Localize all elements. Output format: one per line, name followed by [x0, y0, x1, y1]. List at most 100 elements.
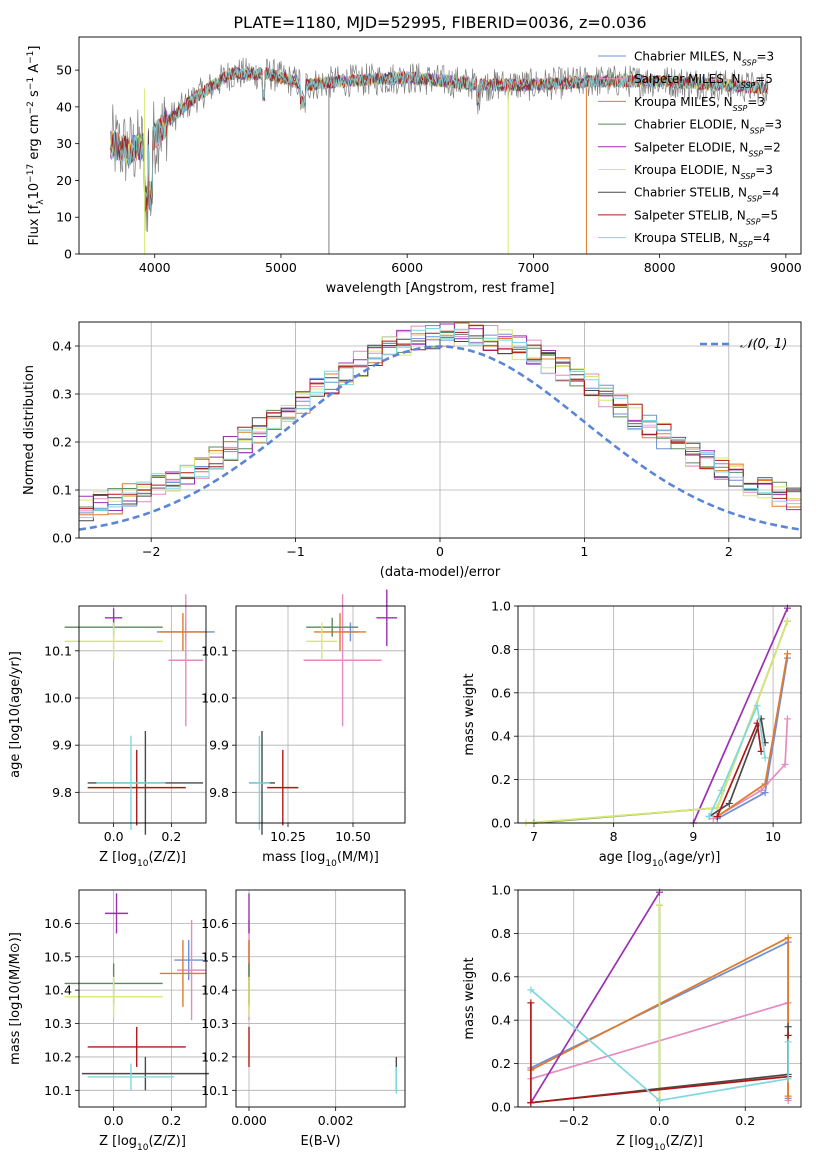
- age_vs_Z-ytick-label: 9.8: [52, 785, 72, 800]
- spectrum-ytick-label: 0: [64, 247, 72, 262]
- residual-legend: 𝒩(0, 1): [700, 337, 787, 352]
- massweight_vs_age-ylabel: mass weight: [462, 673, 477, 755]
- label-part: =5: [760, 208, 778, 222]
- label-part: =3: [747, 95, 765, 109]
- mass_vs_Z-ytick-label: 10.3: [44, 1016, 72, 1031]
- label-part: Chabrier STELIB, N: [634, 186, 747, 200]
- massweight_vs_Z-ytick-label: 0.8: [491, 926, 511, 941]
- label-part: =3: [756, 50, 774, 64]
- age_vs_Z-xtick-label: 0.2: [161, 829, 181, 844]
- residual-histograms: [78, 322, 802, 531]
- mass_vs_Z-points: [64, 893, 209, 1091]
- label-part: SSP: [733, 103, 748, 112]
- spectrum-legend-label: Salpeter ELODIE, NSSP=2: [634, 140, 781, 158]
- massweight_vs_age-ytick-label: 0.6: [491, 685, 511, 700]
- label-part: −1: [26, 51, 36, 64]
- mass_vs_Z-xlabel: Z [log10(Z/Z)]: [99, 1134, 186, 1153]
- spectrum-legend-label: Chabrier STELIB, NSSP=4: [634, 186, 779, 204]
- label-part: Z [log: [99, 1134, 137, 1149]
- age_vs_Z-ylabel: age [log10(age/yr)]: [8, 651, 23, 778]
- mass_vs_ebv-ticks: 0.000 0.002 10.1 10.2 10.3 10.4 10.5 10.6: [201, 916, 353, 1128]
- spectrum-lines: [110, 57, 769, 254]
- mass_vs_Z-xtick-label: 0.0: [104, 1113, 124, 1128]
- label-part: Kroupa MILES, N: [634, 95, 733, 109]
- age_vs_mass-xlabel: mass [log10(M/M)]: [262, 850, 379, 869]
- massweight_vs_age-ytick-label: 0.0: [491, 816, 511, 831]
- label-part: Salpeter MILES, N: [634, 72, 741, 86]
- mass_vs_ebv-xtick-label: 0.000: [231, 1113, 267, 1128]
- residuals-ticks: −2 −1 0 1 2 0.0 0.1 0.2 0.3 0.4: [52, 339, 733, 560]
- spectrum-xtick-label: 9000: [770, 260, 802, 275]
- massweight_vs_Z-ticks: −0.2 0.0 0.2 0.0 0.2 0.4 0.6 0.8 1.0: [491, 883, 755, 1129]
- mass_vs_ebv-ytick-label: 10.4: [201, 983, 229, 998]
- label-part: =5: [755, 72, 773, 86]
- residual-legend-label: 𝒩(0, 1): [740, 337, 787, 352]
- massweight_vs_Z-xtick-label: −0.2: [559, 1113, 589, 1128]
- spectrum-frame: [78, 36, 802, 255]
- label-part: age [log: [599, 850, 652, 865]
- massweight_vs_age-ytick-label: 1.0: [491, 599, 511, 614]
- massweight_vs_Z-ytick-label: 0.6: [491, 969, 511, 984]
- age_vs_mass-points: [249, 589, 398, 835]
- label-part: λ: [36, 199, 46, 205]
- spectrum-xtick-label: 8000: [644, 260, 676, 275]
- spectrum-xlabel: wavelength [Angstrom, rest frame]: [326, 281, 555, 296]
- spectrum-xtick-label: 4000: [139, 260, 171, 275]
- mass_vs_Z-frame: [78, 889, 207, 1108]
- mass_vs_ebv-ytick-label: 10.1: [201, 1083, 229, 1098]
- residuals-ytick-label: 0.1: [52, 483, 72, 498]
- massweight_vs_age-line-4: [692, 607, 789, 824]
- spectrum-legend-label: Chabrier MILES, NSSP=3: [634, 50, 774, 68]
- label-part: 10: [654, 1143, 666, 1153]
- residuals-xlabel: (data-model)/error: [380, 565, 501, 580]
- spectrum-ytick-label: 10: [56, 210, 72, 225]
- age_vs_mass-frame: [235, 605, 406, 824]
- age_vs_mass-ytick-label: 9.8: [209, 785, 229, 800]
- residual-panel: −2 −1 0 1 2 0.0 0.1 0.2 0.3 0.4 (data-model)/error…: [22, 321, 802, 580]
- label-part: Kroupa ELODIE, N: [634, 163, 741, 177]
- spectrum-legend-label: Salpeter MILES, NSSP=5: [634, 72, 773, 90]
- massweight_vs_Z-xlabel: Z [log10(Z/Z)]: [616, 1134, 703, 1153]
- spectrum-model-7: [110, 67, 769, 211]
- mass_vs_Z-ylabel: mass [log10(M/M⊙)]: [8, 932, 23, 1065]
- massweight_vs_Z-xtick-label: 0.2: [735, 1113, 755, 1128]
- age_vs_mass-ytick-label: 10.1: [201, 643, 229, 658]
- label-part: 10: [137, 859, 149, 869]
- label-part: =4: [753, 231, 771, 245]
- massweight-vs-z-panel: −0.2 0.0 0.2 0.0 0.2 0.4 0.6 0.8 1.0 Z [log10(Z/Z…: [462, 883, 802, 1153]
- age_vs_Z-ytick-label: 10.1: [44, 643, 72, 658]
- mass_vs_Z-ticks: 0.0 0.2 10.1 10.2 10.3 10.4 10.5 10.6: [44, 916, 181, 1128]
- massweight_vs_age-line-1: [712, 718, 789, 820]
- label-part: 10: [652, 859, 664, 869]
- mass_vs_Z-ytick-label: 10.1: [44, 1083, 72, 1098]
- age_vs_Z-points: [64, 594, 215, 835]
- label-part: A: [27, 64, 42, 77]
- mass_vs_Z-ytick-label: 10.2: [44, 1049, 72, 1064]
- massweight_vs_age-xtick-label: 10: [765, 829, 781, 844]
- label-part: Salpeter STELIB, N: [634, 208, 746, 222]
- massweight_vs_Z-line-8: [530, 989, 789, 1102]
- massweight_vs_age-ytick-label: 0.2: [491, 772, 511, 787]
- label-part: s: [27, 90, 42, 101]
- mass_vs_Z-ytick-label: 10.4: [44, 983, 72, 998]
- label-part: SSP: [738, 240, 753, 249]
- label-part: (M/M)]: [337, 850, 379, 865]
- massweight_vs_Z-line-4: [530, 891, 661, 1104]
- massweight_vs_age-xtick-label: 7: [530, 829, 538, 844]
- age_vs_Z-ytick-label: 10.0: [44, 690, 72, 705]
- label-part: −2: [26, 101, 36, 114]
- mass_vs_ebv-ytick-label: 10.2: [201, 1049, 229, 1064]
- label-part: Chabrier ELODIE, N: [634, 118, 750, 132]
- massweight_vs_age-lines: [522, 604, 791, 827]
- massweight_vs_age-ytick-label: 0.4: [491, 729, 511, 744]
- residual-hist-8: [79, 328, 801, 519]
- massweight_vs_age-xtick-label: 8: [610, 829, 618, 844]
- label-part: −1: [26, 77, 36, 90]
- label-part: =3: [764, 118, 782, 132]
- spectrum-legend-label: Kroupa ELODIE, NSSP=3: [634, 163, 773, 181]
- residuals-xtick-label: 2: [725, 544, 733, 559]
- age_vs_mass-grid: [236, 606, 405, 823]
- label-part: 10: [137, 1143, 149, 1153]
